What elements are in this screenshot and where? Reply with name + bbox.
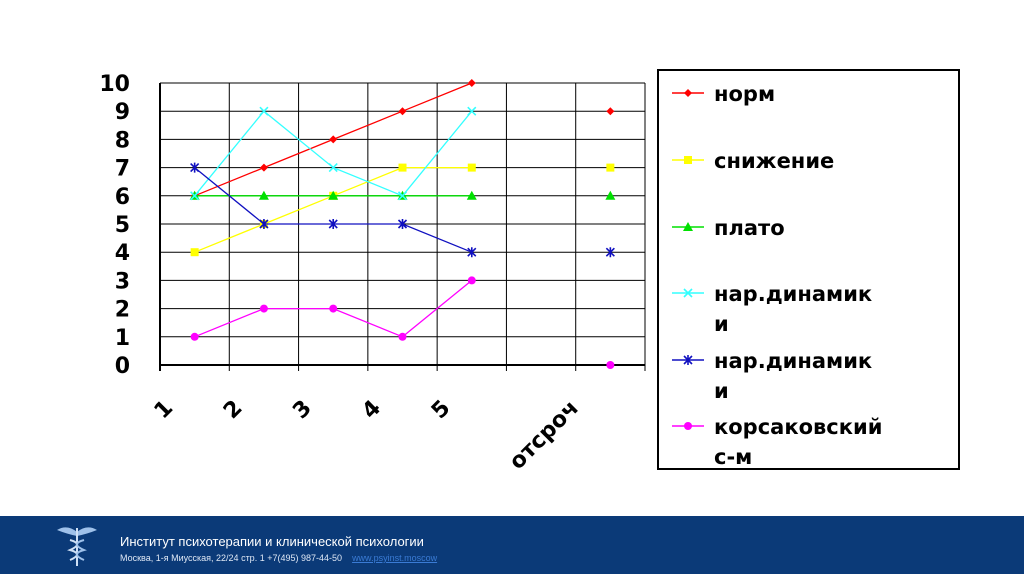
x-tick-label: 3 (288, 396, 317, 425)
footer-address: Москва, 1-я Миусская, 22/24 стр. 1 +7(49… (120, 553, 343, 563)
data-point (467, 247, 477, 258)
legend-label: и (714, 312, 729, 336)
series-line (195, 280, 611, 365)
x-tick-label: 5 (427, 396, 456, 425)
data-point (606, 107, 615, 116)
footer-title: Институт психотерапии и клинической псих… (120, 534, 424, 549)
x-tick-label: 4 (358, 396, 387, 425)
data-point (190, 248, 199, 257)
footer-address-line: Москва, 1-я Миусская, 22/24 стр. 1 +7(49… (120, 553, 437, 563)
legend-label: нар.динамик (714, 282, 872, 306)
data-point (328, 163, 338, 173)
data-point (259, 304, 268, 313)
data-point (467, 163, 476, 172)
legend: норм снижение плато нар.динамик и нар.динамик… (657, 69, 960, 470)
footer-website-link[interactable]: www.psyinst.moscow (352, 553, 438, 563)
y-tick-label: 3 (115, 269, 130, 294)
data-point (684, 89, 692, 97)
data-point (606, 163, 615, 172)
series-group (190, 163, 615, 257)
data-point (606, 361, 615, 369)
chart-series (189, 79, 616, 369)
data-point (605, 247, 615, 258)
y-tick-label: 6 (115, 185, 130, 210)
data-point (398, 332, 407, 341)
data-point (258, 190, 269, 200)
data-point (398, 107, 407, 116)
data-point (190, 191, 200, 201)
data-point (259, 219, 269, 229)
x-tick-label: 2 (219, 396, 248, 425)
data-point (328, 190, 339, 200)
y-tick-label: 1 (115, 326, 130, 351)
data-point (190, 162, 200, 173)
series-group (190, 106, 477, 201)
legend-label: и (714, 379, 729, 403)
y-tick-label: 5 (115, 213, 130, 238)
data-point (328, 219, 338, 229)
data-point (683, 288, 693, 298)
series-line (195, 168, 611, 253)
legend-label: нар.динамик (714, 349, 872, 373)
data-point (466, 190, 477, 200)
y-tick-label: 7 (115, 157, 130, 182)
data-point (684, 422, 692, 430)
data-point (259, 106, 269, 116)
legend-label: норм (714, 82, 775, 106)
x-tick-labels: 1 2 3 4 5 отсроч (150, 396, 584, 475)
series-line (194, 110, 473, 197)
legend-box (657, 69, 960, 470)
legend-label: корсаковский (714, 415, 882, 439)
legend-label: снижение (714, 149, 834, 173)
data-point (397, 219, 408, 229)
caduceus-logo-icon (52, 522, 102, 568)
footer-bar: Институт психотерапии и клинической псих… (0, 516, 1024, 574)
x-tick-label: 1 (150, 396, 179, 425)
data-point (684, 156, 692, 164)
data-point (329, 135, 338, 144)
legend-label: плато (714, 216, 785, 240)
y-tick-labels: 0 1 2 3 4 5 6 7 8 9 10 (99, 72, 130, 379)
y-tick-label: 2 (115, 298, 130, 323)
y-tick-label: 0 (115, 354, 130, 379)
data-point (398, 163, 407, 172)
data-point (467, 276, 476, 285)
data-point (467, 79, 476, 87)
data-point (605, 190, 616, 200)
data-point (683, 222, 693, 231)
y-tick-label: 8 (115, 128, 130, 153)
data-point (683, 355, 693, 365)
x-tick-label: отсроч (505, 396, 584, 475)
data-point (259, 163, 268, 172)
data-point (467, 106, 477, 116)
series-group (190, 276, 615, 369)
data-point (329, 304, 338, 313)
y-tick-label: 9 (115, 100, 130, 125)
series-group (190, 162, 615, 258)
series-line (195, 168, 611, 253)
legend-label: с-м (714, 445, 752, 469)
data-point (190, 332, 199, 341)
y-tick-label: 10 (99, 72, 130, 97)
y-tick-label: 4 (115, 241, 130, 266)
data-point (397, 191, 408, 201)
